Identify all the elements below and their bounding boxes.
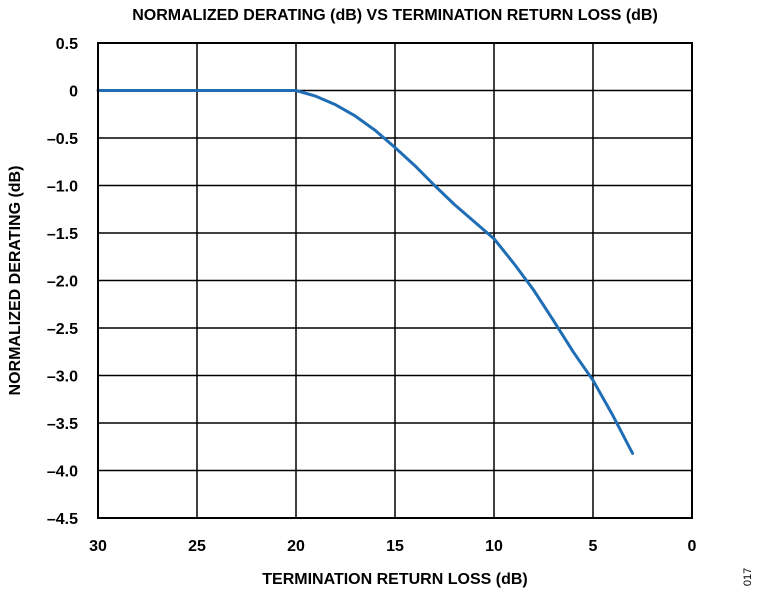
y-tick-label: –3.5: [47, 416, 78, 433]
y-tick-labels: 0.5 0 –0.5 –1.0 –1.5 –2.0 –2.5 –3.0 –3.5 –4.0 –4.5: [47, 36, 78, 528]
x-tick-label: 20: [287, 538, 305, 555]
x-tick-label: 10: [485, 538, 503, 555]
y-axis-label: NORMALIZED DERATING (dB): [7, 166, 24, 396]
x-tick-label: 5: [589, 538, 598, 555]
series-layer: [96, 89, 635, 455]
y-tick-label: 0.5: [56, 36, 78, 53]
y-tick-label: –4.5: [47, 511, 78, 528]
x-tick-label: 30: [89, 538, 107, 555]
series-line: [96, 89, 635, 455]
y-tick-label: –2.5: [47, 321, 78, 338]
chart-title: NORMALIZED DERATING (dB) VS TERMINATION …: [132, 7, 658, 24]
x-tick-labels: 30 25 20 15 10 5 0: [89, 538, 696, 555]
x-tick-label: 25: [188, 538, 206, 555]
y-tick-label: –4.0: [47, 464, 78, 481]
grid: [97, 42, 693, 519]
y-tick-label: –1.0: [47, 179, 78, 196]
y-tick-label: –0.5: [47, 131, 78, 148]
y-tick-label: –2.0: [47, 274, 78, 291]
figure-id: 017: [742, 568, 754, 586]
y-tick-label: –1.5: [47, 226, 78, 243]
y-tick-label: –3.0: [47, 369, 78, 386]
x-axis-label: TERMINATION RETURN LOSS (dB): [262, 571, 527, 588]
x-tick-label: 0: [688, 538, 697, 555]
plot-frame: [97, 42, 693, 519]
x-tick-label: 15: [386, 538, 404, 555]
y-tick-label: 0: [69, 84, 78, 101]
